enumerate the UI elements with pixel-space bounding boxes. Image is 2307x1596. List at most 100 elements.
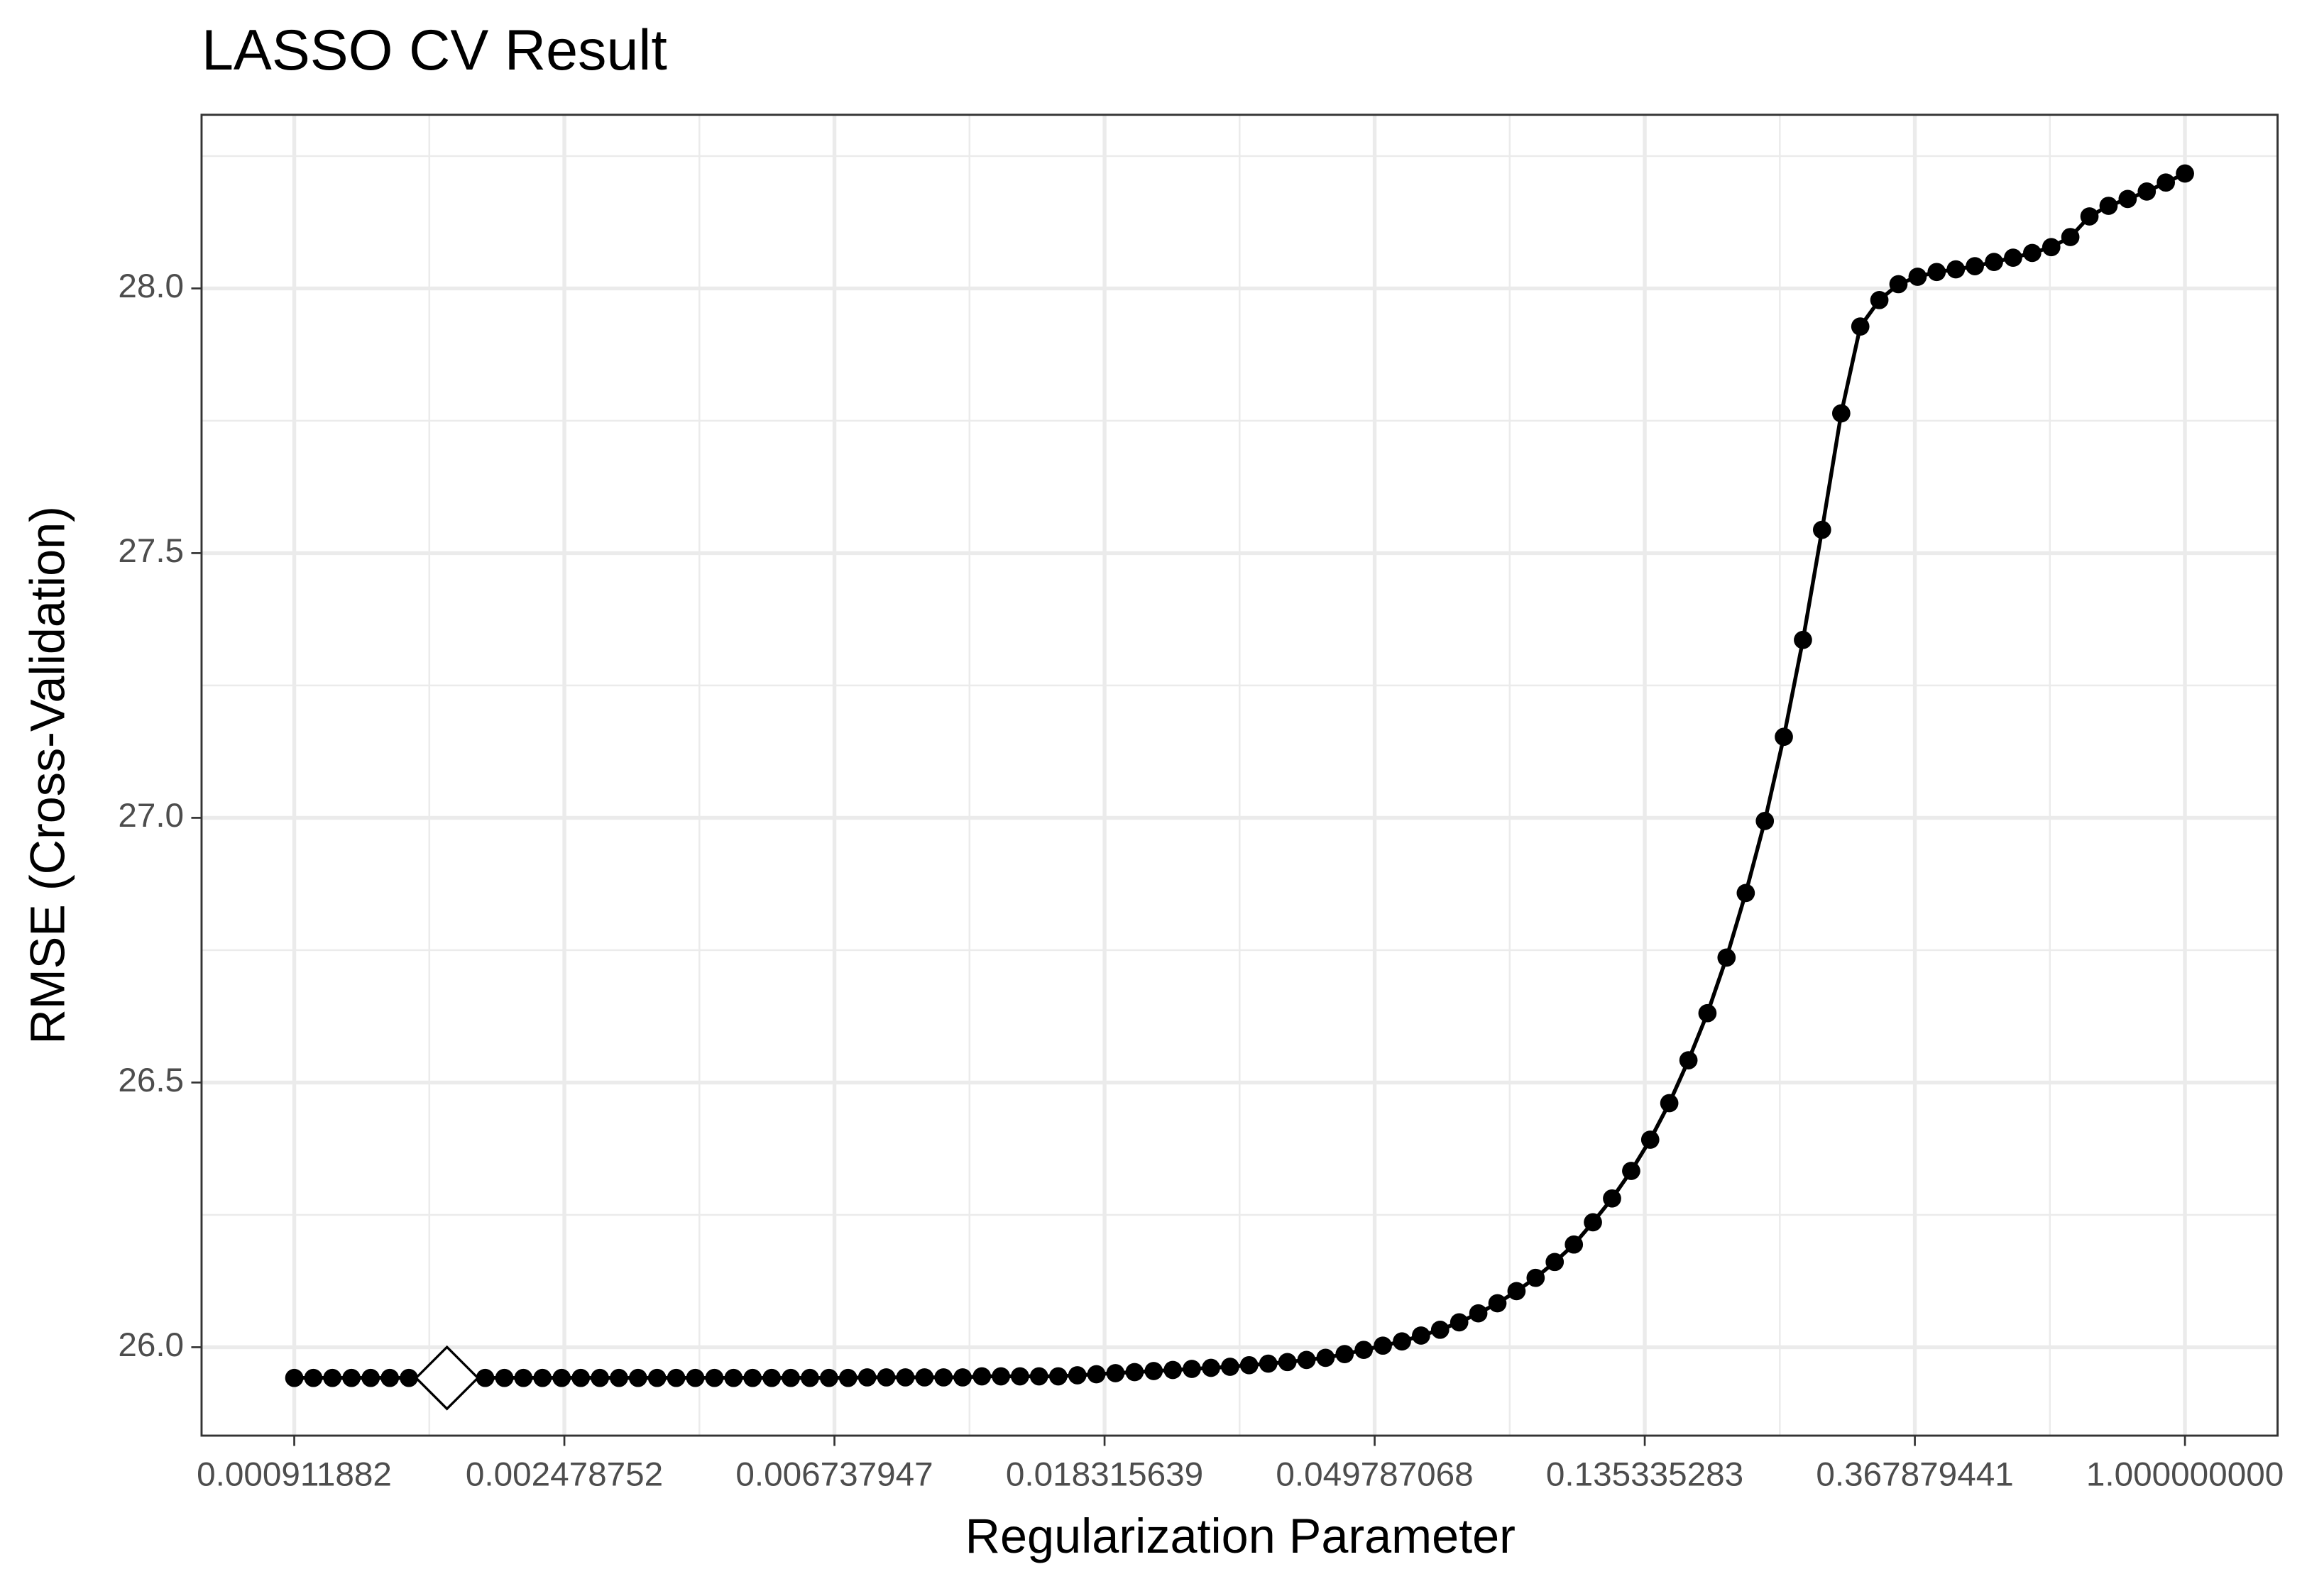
point [1927, 263, 1946, 282]
point [1450, 1313, 1469, 1332]
y-tick-label: 28.0 [118, 268, 184, 305]
point [972, 1367, 992, 1386]
point [1794, 630, 1812, 649]
point [667, 1368, 686, 1387]
x-tick-label: 0.000911882 [197, 1456, 392, 1494]
point [2042, 238, 2061, 257]
point [801, 1368, 819, 1387]
best-marker [414, 1345, 480, 1411]
y-tick-label: 26.0 [118, 1326, 184, 1364]
point [2176, 164, 2194, 183]
point [304, 1368, 323, 1387]
x-tick-label: 1.000000000 [2086, 1456, 2284, 1494]
point [743, 1368, 762, 1387]
point [2157, 173, 2176, 192]
y-axis-title: RMSE (Cross-Validation) [21, 506, 75, 1045]
point [400, 1368, 418, 1387]
chart-title: LASSO CV Result [202, 18, 667, 82]
point [1335, 1345, 1354, 1363]
point [1507, 1282, 1526, 1301]
point [1775, 727, 1793, 747]
point [1622, 1162, 1640, 1180]
point [762, 1368, 781, 1387]
point [323, 1368, 342, 1387]
point [1755, 812, 1775, 830]
point [819, 1368, 838, 1387]
point [610, 1368, 628, 1387]
point [285, 1368, 304, 1387]
point [1087, 1365, 1106, 1384]
point [2023, 243, 2042, 263]
point [1603, 1189, 1621, 1208]
point [1584, 1213, 1602, 1232]
x-tick-label: 0.135335283 [1546, 1456, 1743, 1494]
point [1202, 1358, 1220, 1377]
point [2099, 197, 2118, 215]
point [1851, 317, 1870, 336]
point [857, 1368, 877, 1387]
point [380, 1368, 400, 1387]
point [571, 1368, 591, 1387]
x-tick-label: 0.367879441 [1816, 1456, 2013, 1494]
point [934, 1368, 953, 1387]
point [1239, 1355, 1259, 1375]
point [1526, 1268, 1545, 1287]
point [992, 1367, 1010, 1386]
point [1297, 1350, 1316, 1370]
point [1430, 1320, 1450, 1339]
point [1565, 1235, 1584, 1254]
point [1011, 1367, 1029, 1386]
point [2061, 228, 2080, 246]
point [782, 1368, 800, 1387]
point [1278, 1353, 1297, 1372]
point [1698, 1003, 1717, 1023]
point [552, 1368, 571, 1387]
point [724, 1368, 743, 1387]
point [838, 1368, 857, 1387]
point [1412, 1326, 1430, 1345]
point [1106, 1364, 1125, 1382]
point [361, 1368, 380, 1387]
x-axis-title: Regularization Parameter [965, 1509, 1516, 1563]
point [1374, 1336, 1392, 1355]
y-tick-label: 27.5 [118, 532, 184, 570]
point [1316, 1348, 1335, 1367]
point [1221, 1358, 1239, 1376]
point [1908, 268, 1927, 286]
point [647, 1368, 667, 1387]
point [476, 1368, 495, 1387]
point [1985, 253, 2003, 271]
point [1831, 404, 1851, 423]
point [1679, 1051, 1698, 1069]
point [705, 1368, 724, 1387]
point [1259, 1354, 1278, 1373]
point [1889, 275, 1908, 294]
point [953, 1368, 972, 1387]
point [1717, 948, 1736, 967]
point [1640, 1130, 1660, 1149]
point [896, 1368, 915, 1387]
panel-border [200, 114, 2279, 1437]
point [2004, 248, 2022, 268]
point [915, 1368, 934, 1387]
point [2080, 207, 2099, 226]
x-tick-label: 0.049787068 [1276, 1456, 1473, 1494]
point [1048, 1367, 1068, 1386]
x-tick-label: 0.006737947 [735, 1456, 933, 1494]
x-tick-label: 0.002478752 [466, 1456, 663, 1494]
point [1946, 260, 1966, 279]
point [533, 1368, 552, 1387]
y-tick-label: 26.5 [118, 1062, 184, 1099]
point [1660, 1094, 1679, 1113]
point [1736, 884, 1755, 903]
point [1144, 1362, 1163, 1380]
point [1354, 1341, 1373, 1360]
y-tick-label: 27.0 [118, 797, 184, 835]
point [1469, 1304, 1488, 1323]
point [2118, 189, 2137, 209]
point [2137, 182, 2157, 201]
point [1545, 1253, 1565, 1272]
point [1163, 1360, 1183, 1380]
point [877, 1368, 896, 1387]
